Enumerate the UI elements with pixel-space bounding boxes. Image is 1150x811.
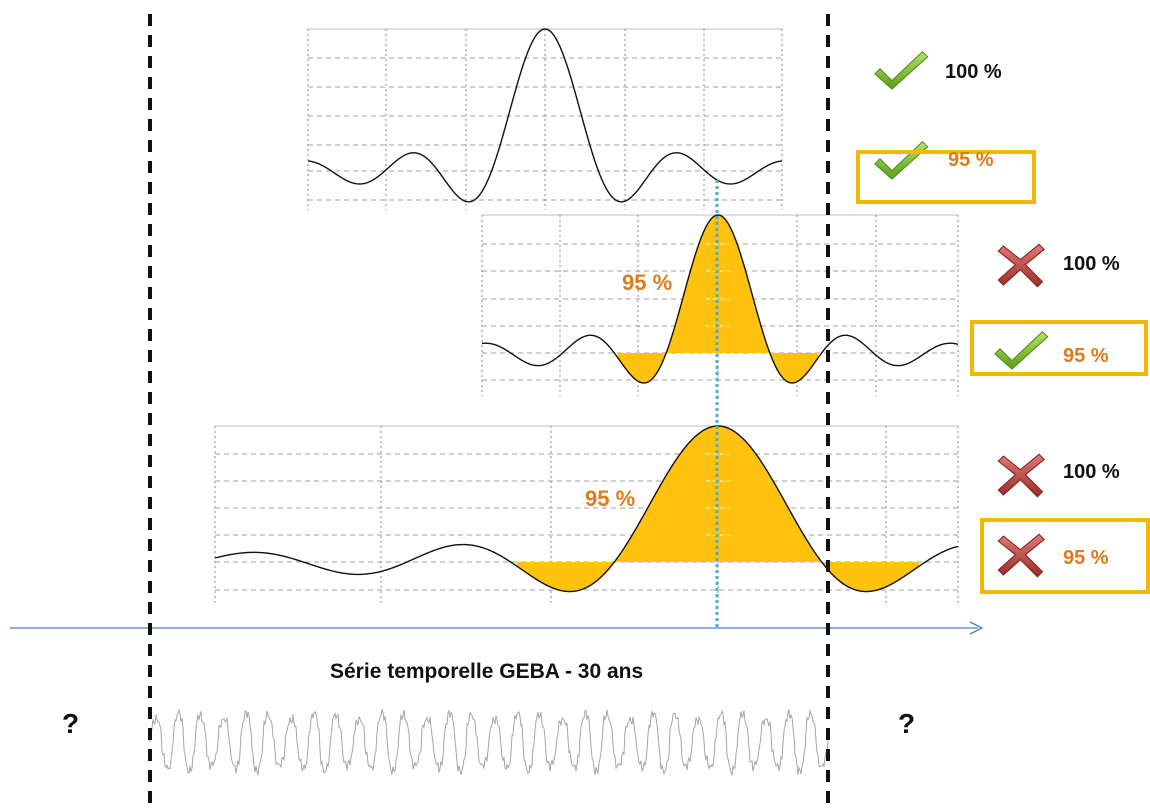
panel1-result1-check-icon xyxy=(874,50,929,90)
panel2-result2-check-icon-shape xyxy=(994,330,1049,370)
panel2-highlight-area xyxy=(617,215,819,383)
panel2-result1-cross-icon xyxy=(997,243,1045,288)
panel3-result1-label: 100 % xyxy=(1063,461,1120,483)
panel3-result2-cross-icon xyxy=(997,533,1045,578)
unknown-left-marker: ? xyxy=(62,708,80,739)
panel3-sinc-curve xyxy=(214,425,959,593)
filter-panel-narrow xyxy=(307,28,783,210)
panel3-in-plot-label: 95 % xyxy=(585,486,636,511)
panel3-result2-label: 95 % xyxy=(1063,547,1109,569)
panel2-result1-label: 100 % xyxy=(1063,253,1120,275)
time-axis-arrow-head xyxy=(969,621,984,635)
panel2-result2-check-icon xyxy=(994,330,1049,370)
geba-series-line xyxy=(149,707,829,777)
panel3-result2-cross-icon-shape xyxy=(997,533,1045,578)
panel1-result1-check-icon-shape xyxy=(874,50,929,90)
filter-panel-medium xyxy=(481,214,959,396)
geba-time-series xyxy=(149,707,829,777)
panel1-result2-box xyxy=(856,150,1036,204)
panel3-result2-box xyxy=(980,518,1150,594)
panel1-result2-label: 95 % xyxy=(948,149,994,171)
panel2-result2-box xyxy=(970,320,1148,376)
unknown-right-marker: ? xyxy=(898,708,916,739)
panel1-sinc-curve xyxy=(307,28,783,203)
panel3-result1-cross-icon-shape xyxy=(997,453,1045,498)
panel2-result2-label: 95 % xyxy=(1063,345,1109,367)
panel2-result1-cross-icon-shape xyxy=(997,243,1045,288)
filter-panel-wide xyxy=(214,425,959,606)
panel2-sinc-curve xyxy=(481,214,959,384)
panel1-result1-label: 100 % xyxy=(945,61,1002,83)
series-caption: Série temporelle GEBA - 30 ans xyxy=(330,660,644,683)
panel2-in-plot-label: 95 % xyxy=(622,270,673,295)
panel3-result1-cross-icon xyxy=(997,453,1045,498)
panel3-highlight-area xyxy=(516,426,920,592)
